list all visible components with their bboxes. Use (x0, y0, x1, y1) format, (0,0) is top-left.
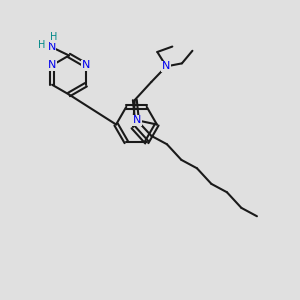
Text: N: N (48, 60, 56, 70)
Text: H: H (38, 40, 45, 50)
Text: N: N (47, 42, 56, 52)
Text: N: N (133, 115, 141, 125)
Text: N: N (82, 60, 90, 70)
Text: H: H (50, 32, 58, 42)
Text: N: N (162, 61, 170, 71)
